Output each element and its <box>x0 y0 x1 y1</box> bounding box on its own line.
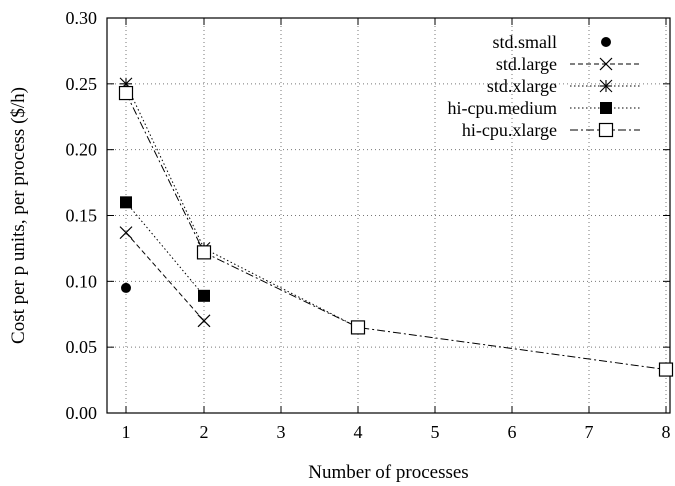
legend: std.smallstd.largestd.xlargehi-cpu.mediu… <box>448 32 640 140</box>
point-hi-cpu-medium-1 <box>120 196 132 209</box>
y-tick-label-3: 0.15 <box>66 206 98 226</box>
legend-marker-std-xlarge <box>599 79 613 93</box>
legend-marker-std-large-stroke-2 <box>599 57 613 71</box>
legend-item-std-xlarge: std.xlarge <box>487 76 640 96</box>
series-layer <box>118 77 674 377</box>
point-hi-cpu-xlarge-8 <box>658 362 674 377</box>
legend-label-std-small: std.small <box>492 32 557 52</box>
legend-label-hi-cpu-xlarge: hi-cpu.xlarge <box>462 120 557 140</box>
point-std-large-2-stroke-2 <box>197 314 211 328</box>
x-tick-label-4: 4 <box>354 422 363 442</box>
legend-item-hi-cpu-xlarge: hi-cpu.xlarge <box>462 120 640 140</box>
tick-layer: 1 2 3 4 5 6 7 8 0.00 0.05 0.10 0.15 0.20 0.25 0.30 <box>66 8 671 442</box>
legend-marker-hi-cpu-medium-shape <box>600 102 612 114</box>
x-tick-label-2: 2 <box>200 422 209 442</box>
legend-marker-hi-cpu-xlarge <box>598 122 614 138</box>
x-tick-label-1: 1 <box>122 422 131 442</box>
point-hi-cpu-xlarge-1-shape <box>118 85 134 101</box>
point-hi-cpu-xlarge-8-shape <box>658 362 674 377</box>
point-hi-cpu-medium-2-shape <box>198 289 210 302</box>
point-hi-cpu-xlarge-1 <box>118 85 134 101</box>
legend-marker-std-xlarge-stroke-4 <box>599 79 613 93</box>
point-std-small-1-shape <box>121 282 131 293</box>
point-std-large-2 <box>197 314 211 328</box>
legend-item-std-small: std.small <box>492 32 611 52</box>
legend-item-hi-cpu-medium: hi-cpu.medium <box>448 98 640 118</box>
grid-layer <box>107 17 670 414</box>
y-tick-label-5: 0.25 <box>66 74 98 94</box>
legend-marker-std-small <box>601 37 611 47</box>
point-hi-cpu-medium-1-shape <box>120 196 132 209</box>
point-hi-cpu-xlarge-2-shape <box>196 245 212 260</box>
x-tick-label-5: 5 <box>431 422 440 442</box>
series-line-std-xlarge <box>125 83 359 328</box>
legend-marker-std-large <box>599 57 613 71</box>
point-hi-cpu-xlarge-4-shape <box>350 320 366 335</box>
legend-marker-std-small-shape <box>601 37 611 47</box>
legend-label-std-large: std.large <box>496 54 557 74</box>
y-tick-label-6: 0.30 <box>66 8 98 28</box>
point-std-small-1 <box>121 282 131 293</box>
legend-label-hi-cpu-medium: hi-cpu.medium <box>448 98 557 118</box>
y-tick-label-0: 0.00 <box>66 403 98 423</box>
point-hi-cpu-xlarge-2 <box>196 245 212 260</box>
x-tick-label-3: 3 <box>277 422 286 442</box>
x-tick-label-6: 6 <box>508 422 517 442</box>
point-std-large-1-stroke-2 <box>119 226 133 240</box>
series-std-xlarge <box>119 77 365 334</box>
legend-marker-hi-cpu-xlarge-shape <box>598 122 614 138</box>
legend-item-std-large: std.large <box>496 54 640 74</box>
y-tick-label-4: 0.20 <box>66 140 98 160</box>
x-axis-title: Number of processes <box>308 462 468 483</box>
legend-marker-hi-cpu-medium <box>600 102 612 114</box>
series-line-std-large <box>125 232 205 322</box>
series-line-hi-cpu-xlarge <box>125 92 667 371</box>
x-tick-label-8: 8 <box>662 422 671 442</box>
point-hi-cpu-medium-2 <box>198 289 210 302</box>
x-tick-label-7: 7 <box>585 422 594 442</box>
series-hi-cpu-xlarge <box>118 85 674 377</box>
legend-label-std-xlarge: std.xlarge <box>487 76 557 96</box>
y-tick-label-2: 0.10 <box>66 271 98 291</box>
y-axis-title: Cost per p units, per process ($/h) <box>8 87 29 344</box>
y-tick-label-1: 0.05 <box>66 337 98 357</box>
series-std-large <box>119 226 211 328</box>
series-std-small <box>121 282 131 293</box>
series-line-hi-cpu-medium <box>125 202 205 297</box>
point-std-large-1 <box>119 226 133 240</box>
series-hi-cpu-medium <box>120 196 210 302</box>
point-hi-cpu-xlarge-4 <box>350 320 366 335</box>
